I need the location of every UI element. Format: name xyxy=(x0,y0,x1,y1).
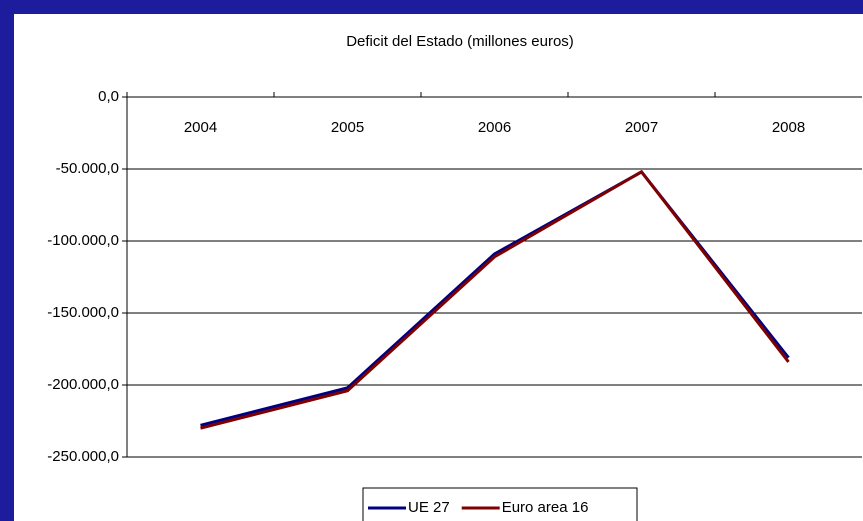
legend-label: Euro area 16 xyxy=(502,499,589,516)
x-tick-label: 2006 xyxy=(478,119,511,136)
y-tick-label: -150.000,0 xyxy=(47,304,119,321)
y-tick-label: -100.000,0 xyxy=(47,232,119,249)
x-tick-label: 2008 xyxy=(772,119,805,136)
chart-panel xyxy=(14,14,863,521)
x-tick-label: 2004 xyxy=(184,119,217,136)
legend-box xyxy=(362,487,638,521)
x-tick-label: 2005 xyxy=(331,119,364,136)
x-tick-label: 2007 xyxy=(625,119,658,136)
y-tick-label: -250.000,0 xyxy=(47,448,119,465)
y-tick-label: -50.000,0 xyxy=(56,160,119,177)
line-series xyxy=(200,169,790,430)
y-tick-label: -200.000,0 xyxy=(47,376,119,393)
legend-label: UE 27 xyxy=(408,499,450,516)
chart-title: Deficit del Estado (millones euros) xyxy=(346,33,574,50)
y-tick-label: 0,0 xyxy=(98,88,119,105)
